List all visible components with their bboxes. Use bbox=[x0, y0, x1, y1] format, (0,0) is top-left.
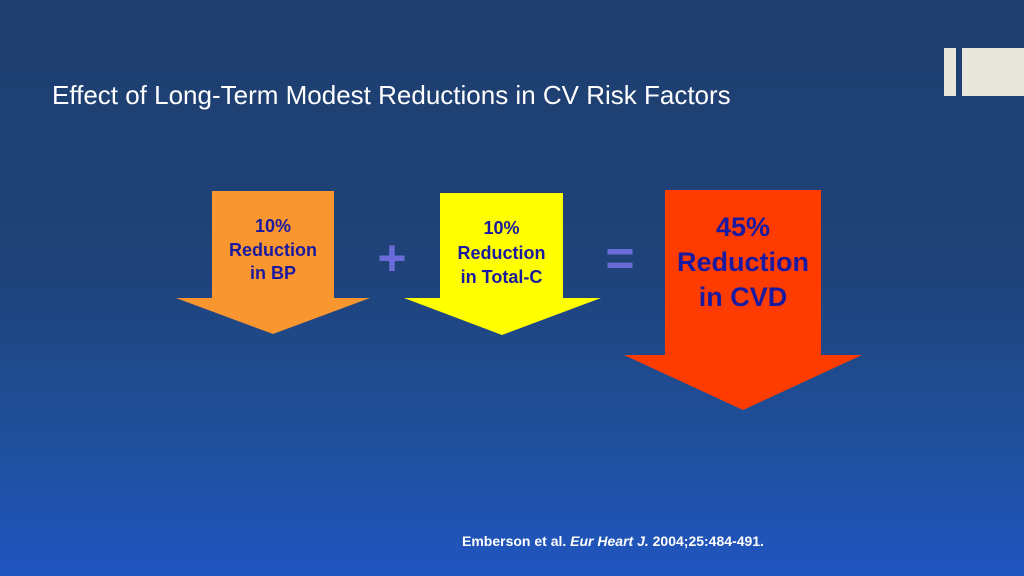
citation-journal: Eur Heart J. bbox=[570, 533, 649, 549]
plus-operator: + bbox=[377, 230, 407, 286]
arrow-total-c-percent: 10% bbox=[483, 218, 520, 238]
citation-details: 2004;25:484-491. bbox=[652, 533, 764, 549]
arrow-bp bbox=[176, 191, 370, 334]
arrow-cvd-percent: 45% bbox=[715, 212, 771, 242]
arrow-cvd-reduction: Reduction bbox=[677, 247, 809, 278]
arrow-cvd-target: in CVD bbox=[698, 282, 788, 313]
arrow-total-c-reduction: Reduction bbox=[457, 242, 546, 263]
citation: Emberson et al. Eur Heart J. 2004;25:484… bbox=[462, 533, 764, 549]
citation-authors: Emberson et al. bbox=[462, 533, 567, 549]
corner-decoration-block bbox=[962, 48, 1024, 96]
arrow-cvd bbox=[624, 190, 862, 410]
arrow-total-c-target: in Total-C bbox=[460, 267, 543, 288]
arrow-cvd-label: 45% Reduction in CVD bbox=[665, 210, 821, 315]
arrow-bp-percent: 10% bbox=[254, 216, 292, 236]
arrow-bp-target: in BP bbox=[249, 263, 296, 284]
arrow-total-c-label: 10% Reduction in Total-C bbox=[440, 218, 563, 289]
arrow-total-c bbox=[404, 193, 601, 335]
arrow-bp-label: 10% Reduction in BP bbox=[212, 216, 334, 285]
arrow-bp-reduction: Reduction bbox=[229, 239, 317, 260]
slide-title: Effect of Long-Term Modest Reductions in… bbox=[52, 80, 731, 110]
equals-operator: = bbox=[605, 230, 635, 286]
corner-decoration-bar bbox=[944, 48, 956, 96]
